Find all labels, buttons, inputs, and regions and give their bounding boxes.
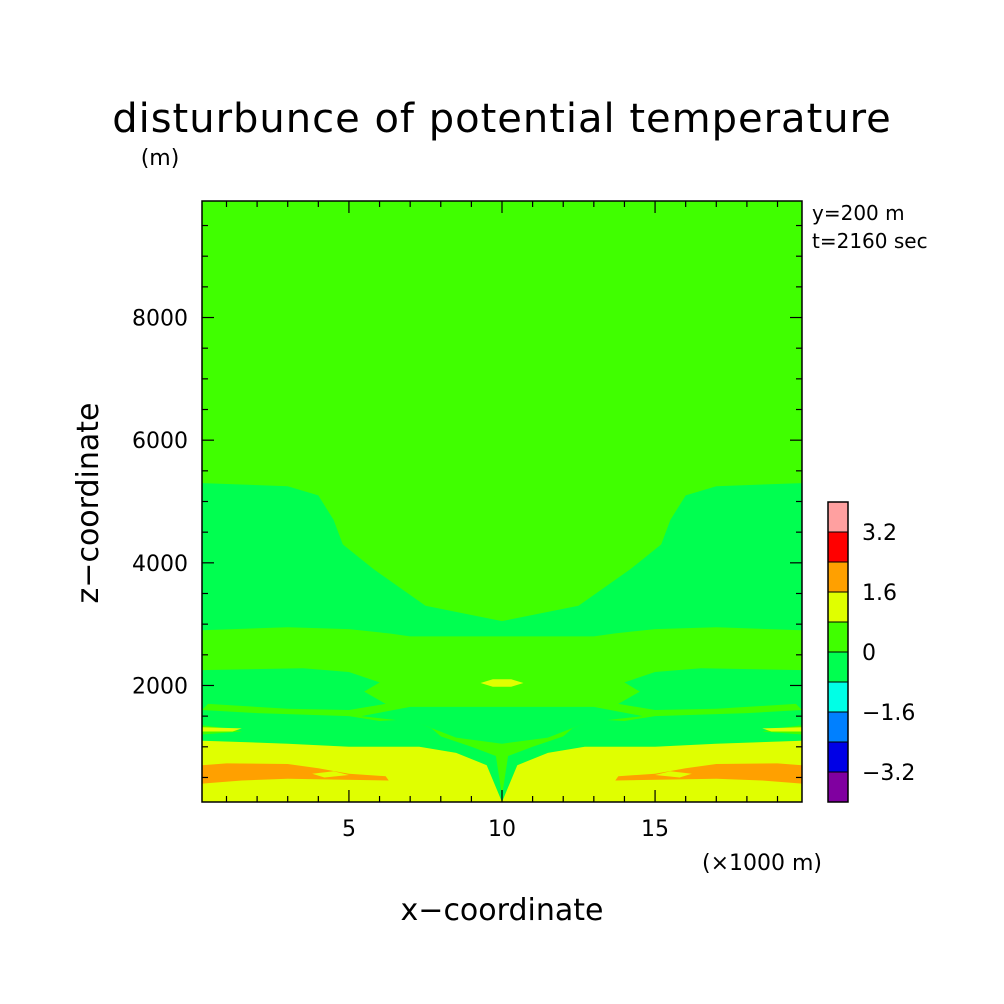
y-tick-label: 2000 [132, 674, 188, 699]
x-axis-unit: (×1000 m) [702, 851, 822, 876]
x-tick-label: 5 [342, 817, 356, 842]
colorbar-segment [827, 591, 849, 623]
annotation-t: t=2160 sec [812, 229, 928, 253]
chart-title: disturbunce of potential temperature [112, 96, 892, 142]
colorbar-tick-label: 3.2 [862, 521, 897, 546]
contour-region-10 [615, 763, 802, 784]
plot-area [202, 201, 802, 802]
y-axis-label: z−coordinate [71, 403, 106, 604]
colorbar-tick-label: −1.6 [862, 701, 915, 726]
contour-region-7 [762, 727, 802, 732]
colorbar-tick-label: 1.6 [862, 581, 897, 606]
colorbar-tick-label: 0 [862, 641, 876, 666]
contour-region-8 [480, 679, 524, 687]
contour-region-1 [202, 483, 802, 710]
y-tick-label: 6000 [132, 429, 188, 454]
colorbar-segment [827, 621, 849, 653]
y-tick-label: 8000 [132, 307, 188, 332]
colorbar-segment [827, 741, 849, 773]
contour-region-3 [361, 706, 643, 744]
contour-region-9 [202, 763, 389, 784]
contour-region-5 [202, 740, 802, 802]
y-tick-label: 4000 [132, 552, 188, 577]
contour-region-6 [202, 727, 242, 732]
x-tick-label: 15 [641, 817, 669, 842]
colorbar-segment [827, 711, 849, 743]
annotation-y: y=200 m [812, 201, 905, 225]
colorbar-tick-label: −3.2 [862, 761, 915, 786]
x-tick-label: 10 [488, 817, 516, 842]
colorbar: −3.2 −1.6 0 1.6 3.2 [827, 501, 915, 803]
contour-region-2 [202, 710, 802, 802]
contour-region-11 [312, 771, 349, 778]
colorbar-segment [827, 771, 849, 803]
contour-region-4 [318, 219, 686, 499]
colorbar-segment [827, 561, 849, 593]
y-axis-unit: (m) [141, 146, 180, 171]
contour-region-12 [655, 771, 692, 778]
axes: 5 10 15 2000 4000 6000 8000 [132, 200, 803, 842]
colorbar-frame [827, 501, 849, 803]
x-axis-label: x−coordinate [401, 893, 604, 928]
colorbar-segment [827, 651, 849, 683]
colorbar-segment [827, 681, 849, 713]
colorbar-segment [827, 501, 849, 533]
colorbar-segment [827, 531, 849, 563]
